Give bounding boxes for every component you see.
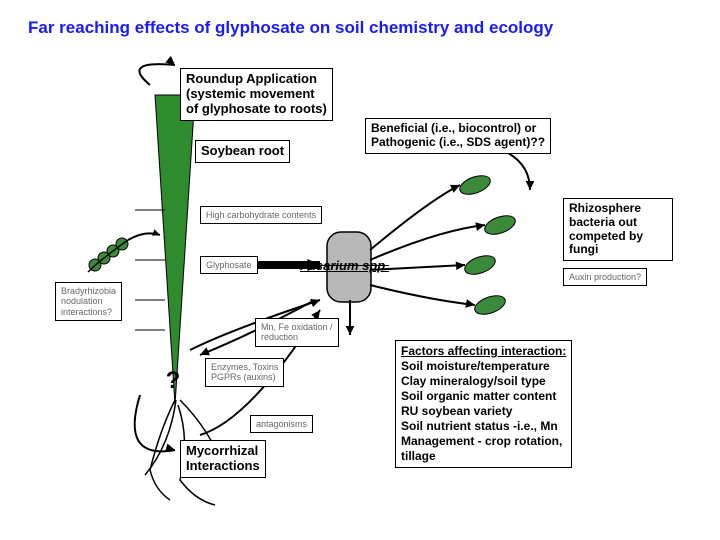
text: reduction bbox=[261, 332, 333, 342]
text: Rhizosphere bbox=[569, 202, 667, 216]
text: Pathogenic (i.e., SDS agent)?? bbox=[371, 136, 545, 150]
box-auxin: Auxin production? bbox=[563, 268, 647, 286]
box-factors: Factors affecting interaction: Soil mois… bbox=[395, 340, 572, 468]
text: competed by bbox=[569, 230, 667, 244]
text: RU soybean variety bbox=[401, 404, 566, 419]
text: Beneficial (i.e., biocontrol) or bbox=[371, 122, 545, 136]
box-rhizosphere: Rhizosphere bacteria out competed by fun… bbox=[563, 198, 673, 261]
text: fungi bbox=[569, 243, 667, 257]
box-mnfe: Mn, Fe oxidation / reduction bbox=[255, 318, 339, 347]
box-enzymes: Enzymes, Toxins PGPRs (auxins) bbox=[205, 358, 284, 387]
box-carbohydrate: High carbohydrate contents bbox=[200, 206, 322, 224]
text: Bradyrhizobia bbox=[61, 286, 116, 296]
text: Mycorrhizal bbox=[186, 444, 260, 459]
text: Enzymes, Toxins bbox=[211, 362, 278, 372]
box-antagonisms: antagonisms bbox=[250, 415, 313, 433]
text: bacteria out bbox=[569, 216, 667, 230]
text: Soil nutrient status -i.e., Mn bbox=[401, 419, 566, 434]
text: Soil moisture/temperature bbox=[401, 359, 566, 374]
box-soybean: Soybean root bbox=[195, 140, 290, 163]
fusarium-label: Fusarium spp. bbox=[300, 258, 389, 273]
box-glyphosate: Glyphosate bbox=[200, 256, 258, 274]
text: PGPRs (auxins) bbox=[211, 372, 278, 382]
box-roundup: Roundup Application (systemic movement o… bbox=[180, 68, 333, 121]
factors-header: Factors affecting interaction: bbox=[401, 344, 566, 359]
text: Roundup Application bbox=[186, 72, 327, 87]
box-beneficial: Beneficial (i.e., biocontrol) or Pathoge… bbox=[365, 118, 551, 154]
box-mycorrhizal: Mycorrhizal Interactions bbox=[180, 440, 266, 478]
text: nodulation bbox=[61, 296, 116, 306]
box-bradyrhizobia: Bradyrhizobia nodulation interactions? bbox=[55, 282, 122, 321]
text: (systemic movement bbox=[186, 87, 327, 102]
text: Soil organic matter content bbox=[401, 389, 566, 404]
text: tillage bbox=[401, 449, 566, 464]
text: of glyphosate to roots) bbox=[186, 102, 327, 117]
text: Mn, Fe oxidation / bbox=[261, 322, 333, 332]
text: Management - crop rotation, bbox=[401, 434, 566, 449]
page-title: Far reaching effects of glyphosate on so… bbox=[28, 18, 553, 38]
svg-text:?: ? bbox=[166, 367, 181, 394]
text: interactions? bbox=[61, 307, 116, 317]
text: Clay mineralogy/soil type bbox=[401, 374, 566, 389]
text: Interactions bbox=[186, 459, 260, 474]
